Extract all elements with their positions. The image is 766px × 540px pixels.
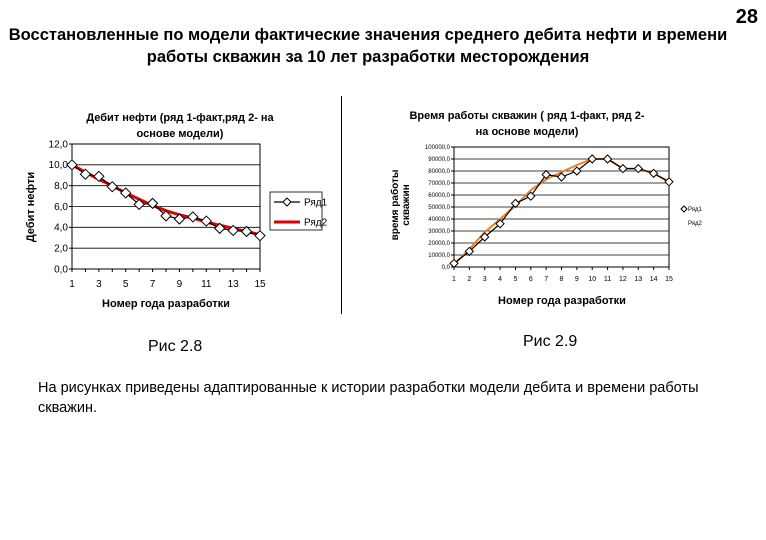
y-tick-label: 4,0: [54, 223, 68, 234]
data-point-series-1: [510, 198, 521, 209]
data-point-series-1: [173, 213, 186, 225]
x-tick-label: 2: [467, 276, 471, 283]
data-point-series-1: [495, 219, 505, 229]
y-axis-label: Дебит нефти: [25, 172, 37, 242]
chart-title-line: основе модели): [137, 128, 224, 140]
y-tick-label: 8,0: [54, 181, 68, 192]
x-tick-label: 11: [604, 276, 611, 283]
data-point-series-1: [648, 168, 659, 179]
y-tick-label: 6,0: [54, 202, 68, 213]
x-tick-label: 7: [150, 279, 156, 290]
y-tick-label: 12,0: [49, 139, 69, 150]
data-point-series-1: [187, 211, 199, 223]
data-point-series-1: [93, 170, 105, 182]
figure-caption-left: Рис 2.8: [148, 338, 203, 355]
x-tick-label: 14: [650, 276, 658, 283]
data-point-series-1: [240, 225, 253, 238]
slide-title: Восстановленные по модели фактические зн…: [8, 26, 728, 66]
data-point-series-1: [480, 232, 490, 242]
x-axis-label: Номер года разработки: [102, 298, 230, 310]
data-point-series-1: [633, 163, 643, 174]
data-point-series-1: [120, 187, 132, 199]
x-tick-label: 6: [529, 276, 533, 283]
y-tick-label: 20000,0: [428, 241, 450, 247]
data-point-series-1: [464, 246, 475, 257]
x-tick-label: 12: [619, 276, 627, 283]
legend-box: [269, 191, 323, 231]
chart-title-line: на основе модели): [476, 126, 579, 138]
legend-marker: [680, 205, 688, 213]
x-tick-label: 15: [254, 279, 266, 290]
data-point-series-1: [106, 181, 118, 193]
x-tick-label: 9: [177, 279, 183, 290]
description-text: На рисунках приведены адаптированные к и…: [38, 380, 699, 416]
x-tick-label: 5: [123, 279, 129, 290]
y-tick-label: 40000,0: [428, 217, 450, 223]
x-tick-label: 15: [665, 276, 673, 283]
data-point-series-1: [160, 210, 172, 222]
data-point-series-1: [200, 215, 212, 227]
legend-label: Ряд2: [688, 221, 703, 227]
data-point-series-1: [214, 222, 226, 235]
x-tick-label: 11: [201, 279, 212, 290]
data-point-series-1: [526, 191, 536, 201]
y-tick-label: 10,0: [49, 160, 69, 171]
x-tick-label: 3: [483, 276, 487, 283]
chart-title-line: Время работы скважин ( ряд 1-факт, ряд 2…: [409, 110, 644, 122]
x-axis-label: Номер года разработки: [498, 295, 626, 307]
y-tick-label: 0,0: [54, 264, 68, 275]
vertical-divider: [341, 96, 342, 314]
x-tick-label: 1: [452, 276, 456, 283]
x-tick-label: 8: [560, 276, 564, 283]
x-tick-label: 13: [634, 276, 642, 283]
page-number: 28: [735, 6, 758, 28]
data-point-series-1: [227, 224, 239, 237]
y-tick-label: 100000,0: [425, 145, 451, 151]
data-point-series-1: [618, 163, 628, 174]
y-tick-label: 50000,0: [428, 205, 450, 211]
y-tick-label: 70000,0: [428, 181, 450, 187]
data-point-series-1: [449, 258, 459, 269]
legend-label: Ряд1: [304, 197, 328, 208]
legend-marker: [282, 197, 292, 207]
data-point-series-1: [556, 172, 567, 182]
oil-rate-chart: Дебит нефти (ряд 1-факт,ряд 2- на основе …: [25, 112, 328, 310]
x-tick-label: 10: [588, 276, 596, 283]
legend-label: Ряд1: [688, 207, 703, 213]
x-tick-label: 5: [513, 276, 517, 283]
data-point-series-1: [587, 154, 597, 164]
y-tick-label: 2,0: [54, 244, 68, 255]
x-tick-label: 4: [498, 276, 502, 283]
y-tick-label: 10000,0: [428, 253, 450, 259]
data-point-series-1: [146, 197, 159, 210]
x-tick-label: 3: [96, 279, 102, 290]
data-point-series-1: [79, 168, 92, 180]
data-point-series-1: [254, 229, 266, 242]
y-tick-label: 60000,0: [428, 193, 450, 199]
data-point-series-1: [133, 198, 145, 211]
y-tick-label: 0,0: [442, 265, 451, 271]
legend-label: Ряд2: [304, 217, 328, 228]
x-tick-label: 7: [544, 276, 548, 283]
x-tick-label: 13: [228, 279, 240, 290]
y-tick-label: 90000,0: [428, 157, 450, 163]
data-point-series-1: [664, 177, 674, 187]
data-point-series-1: [541, 169, 551, 180]
well-time-chart: Время работы скважин ( ряд 1-факт, ряд 2…: [389, 110, 703, 307]
data-point-series-1: [572, 166, 582, 176]
chart-title-line: Дебит нефти (ряд 1-факт,ряд 2- на: [86, 112, 274, 124]
x-tick-label: 9: [575, 276, 579, 283]
y-axis-label: время работы: [389, 170, 401, 241]
figure-caption-right: Рис 2.9: [523, 333, 578, 350]
y-tick-label: 80000,0: [428, 169, 450, 175]
x-tick-label: 1: [69, 279, 75, 290]
y-tick-label: 30000,0: [428, 229, 450, 235]
data-point-series-1: [66, 159, 78, 171]
data-point-series-1: [602, 154, 613, 164]
y-axis-label: скважин: [401, 184, 412, 225]
